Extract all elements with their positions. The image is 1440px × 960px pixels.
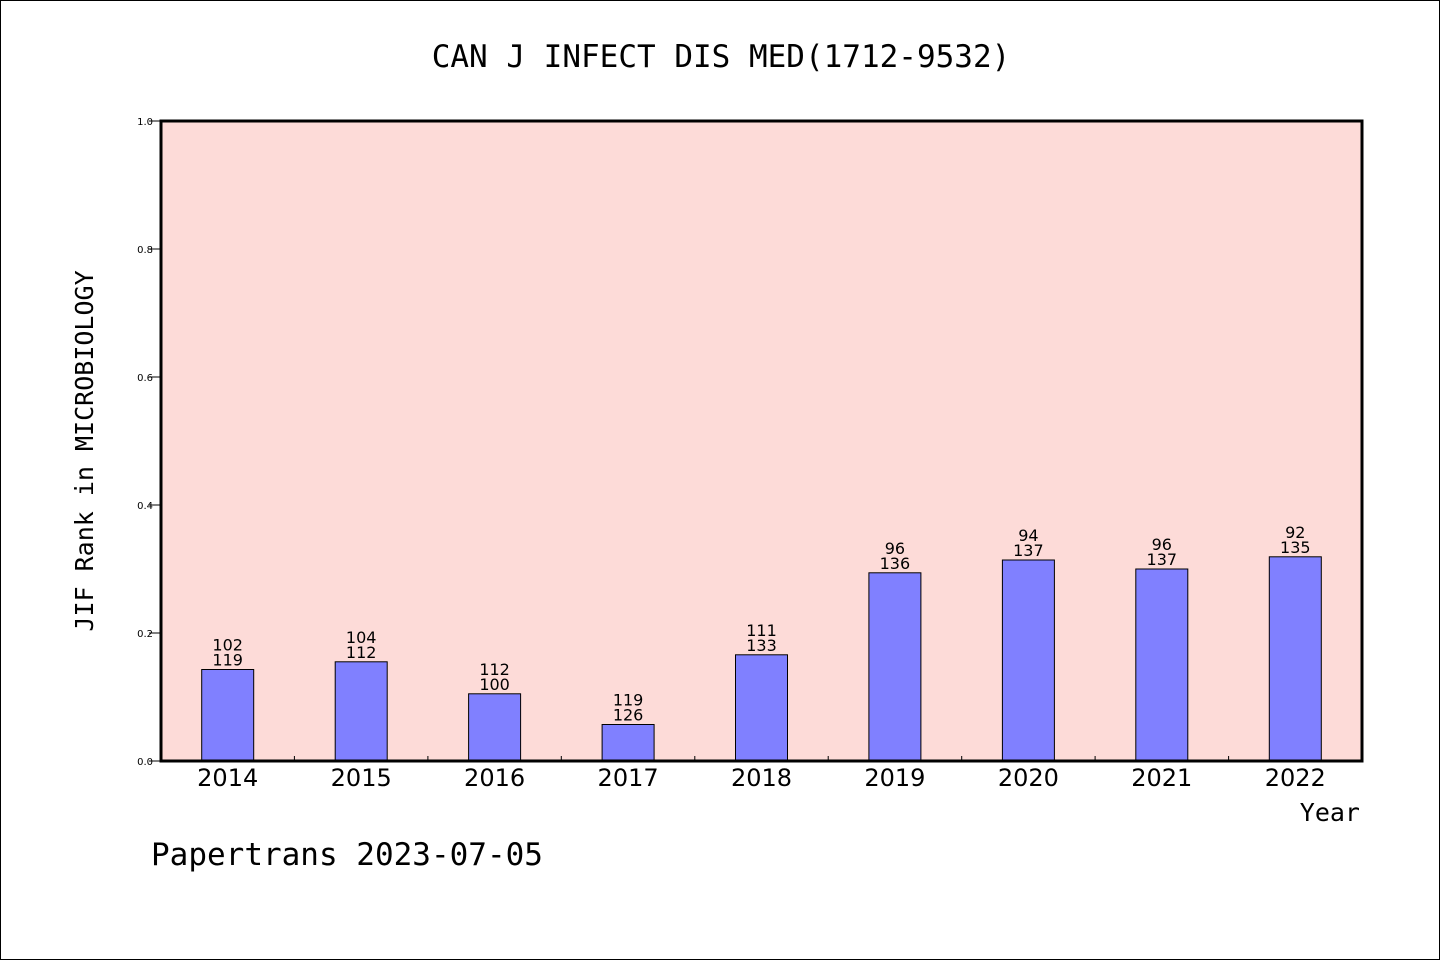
footer-credit: Papertrans 2023-07-05 xyxy=(151,837,543,873)
y-tick-label: 0.6 xyxy=(137,373,153,384)
bar-2017 xyxy=(601,724,655,762)
bar-2020 xyxy=(1001,559,1055,762)
x-tick-label-2019: 2019 xyxy=(864,764,925,792)
bar-label-rank-2016: 112 xyxy=(479,660,510,679)
bar-label-rank-2020: 94 xyxy=(1018,526,1038,545)
bar-label-total-2021: 137 xyxy=(1147,550,1178,569)
y-axis-label: JIF Rank in MICROBIOLOGY xyxy=(70,270,99,631)
x-tick-label-2021: 2021 xyxy=(1131,764,1192,792)
x-axis: 2014 2015 2016 2017 2018 2019 2020 2021 2022 xyxy=(197,756,1326,792)
bar-label-total-2022: 135 xyxy=(1280,538,1311,557)
bar-2015 xyxy=(334,661,388,762)
y-tick-label: 0.8 xyxy=(137,245,153,256)
y-tick-label: 0.0 xyxy=(137,757,153,768)
bar-label-total-2017: 126 xyxy=(613,706,644,725)
bar-label-rank-2017: 119 xyxy=(613,691,644,710)
bar-2022 xyxy=(1268,556,1322,762)
x-tick-label-2016: 2016 xyxy=(464,764,525,792)
y-tick-label: 1.0 xyxy=(137,117,153,128)
y-axis: 0.0 0.2 0.4 0.6 0.8 1.0 xyxy=(137,117,161,768)
bar-label-rank-2021: 96 xyxy=(1152,535,1172,554)
bar-label-rank-2014: 102 xyxy=(212,636,243,655)
bars-layer xyxy=(201,556,1322,762)
bar-label-rank-2015: 104 xyxy=(346,628,377,647)
bar-2016 xyxy=(468,693,522,762)
bar-label-rank-2018: 111 xyxy=(746,621,777,640)
x-tick-label-2018: 2018 xyxy=(731,764,792,792)
bar-label-total-2020: 137 xyxy=(1013,541,1044,560)
bar-label-total-2019: 136 xyxy=(880,554,911,573)
bar-label-total-2015: 112 xyxy=(346,643,377,662)
bar-labels-layer: 1021191041121121001191261111339613694137… xyxy=(212,523,1310,725)
x-tick-label-2017: 2017 xyxy=(598,764,659,792)
bar-label-rank-2022: 92 xyxy=(1285,523,1305,542)
x-tick-label-2014: 2014 xyxy=(197,764,258,792)
x-tick-label-2022: 2022 xyxy=(1265,764,1326,792)
x-tick-label-2015: 2015 xyxy=(331,764,392,792)
bar-label-total-2016: 100 xyxy=(479,675,510,694)
y-tick-label: 0.4 xyxy=(137,501,153,512)
bar-2019 xyxy=(868,572,922,762)
bar-label-rank-2019: 96 xyxy=(885,539,905,558)
plot-border xyxy=(159,119,1364,763)
chart-title: CAN J INFECT DIS MED(1712-9532) xyxy=(432,39,1011,75)
x-axis-label: Year xyxy=(1300,798,1360,827)
bar-label-total-2014: 119 xyxy=(212,651,243,670)
bar-label-total-2018: 133 xyxy=(746,636,777,655)
x-tick-label-2020: 2020 xyxy=(998,764,1059,792)
y-tick-label: 0.2 xyxy=(137,629,153,640)
bar-2018 xyxy=(735,654,788,762)
bar-2021 xyxy=(1135,568,1189,762)
bar-2014 xyxy=(201,669,255,762)
